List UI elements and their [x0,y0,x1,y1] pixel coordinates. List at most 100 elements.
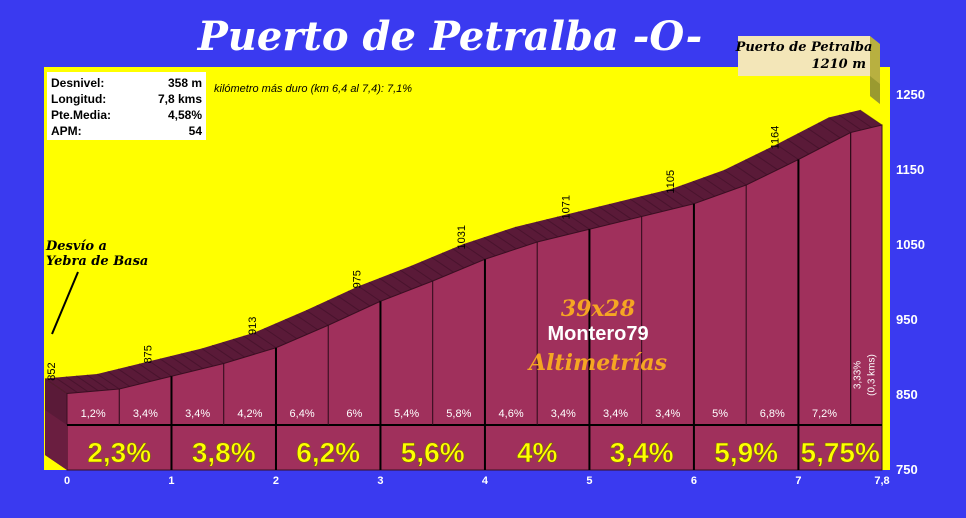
profile-texture-line [817,122,841,139]
km-altitude-label: 1031 [456,225,468,249]
profile-texture-line [713,173,736,190]
profile-texture-line [650,193,674,210]
profile-texture-line [264,327,287,344]
profile-texture-line [201,348,225,364]
profile-texture-line [755,154,778,171]
profile-texture-line [316,305,339,321]
km-altitude-label: 975 [351,270,363,288]
profile-texture-line [410,265,433,282]
profile-texture-line [661,190,684,207]
profile-texture-line [191,350,214,367]
stat-label-desnivel: Desnivel: [51,76,104,90]
half-km-gradient-label: 3,4% [133,408,158,420]
km-altitude-label: 875 [142,345,154,363]
profile-texture-line [535,221,559,238]
gradient-band-side [45,410,67,470]
x-tick-label: 3 [377,475,383,487]
profile-area [44,109,883,471]
profile-texture-line [180,353,204,370]
page-title: Puerto de Petralba -O- [197,13,703,60]
credits-gear: 39x28 [561,296,635,322]
y-tick-label: 950 [896,312,918,327]
profile-texture-line [44,378,68,394]
profile-texture-line [514,226,538,243]
profile-texture-line [786,138,810,155]
profile-texture-line [76,375,99,392]
profile-texture-line [859,109,883,126]
profile-texture-line [765,149,789,166]
km-gradient-label: 3,8% [192,437,256,468]
axes: 0 1 2 3 4 5 6 7 7,8 750 850 950 1050 1150 1250 [64,87,925,487]
profile-texture-line [285,318,308,335]
summit-name: Puerto de Petralba [735,40,873,55]
y-tick-label: 1050 [896,237,925,252]
profile-texture-line [65,376,89,393]
x-tick-label: 0 [64,475,70,487]
km-gradient-label: 4% [517,437,558,468]
profile-texture-line [494,233,517,250]
profile-texture-line [253,332,277,349]
profile-texture-line [274,323,298,340]
km-gradient-label: 5,6% [401,437,465,468]
profile-texture-line [117,368,141,385]
half-km-gradient-label: 4,2% [237,408,262,420]
y-tick-label: 750 [896,462,918,477]
km-gradient-label: 2,3% [87,437,151,468]
last-segment-length-label: (0,3 kms) [866,354,877,396]
y-tick-label: 1150 [896,162,924,177]
profile-texture-line [420,261,444,278]
profile-texture-line [431,256,454,273]
profile-texture-line [734,164,757,181]
half-km-gradient-label: 5% [712,408,728,420]
profile-texture-line [149,360,172,377]
profile-texture-line [138,363,162,380]
profile-texture-line [546,218,569,235]
half-km-gradient-label: 3,4% [551,408,576,420]
summit-altitude: 1210 m [812,57,866,72]
km-gradient-label: 5,9% [714,437,778,468]
half-km-gradient-label: 6% [346,408,362,420]
profile-texture-line [692,180,716,197]
profile-texture-line [243,335,266,352]
profile-texture-line [849,112,872,128]
profile-texture-line [629,198,653,215]
half-km-gradient-label: 1,2% [81,408,106,420]
stat-value-apm: 54 [189,124,203,138]
profile-texture-line [702,177,726,193]
stat-label-pendiente: Pte.Media: [51,108,111,122]
profile-texture-line [399,269,423,286]
profile-texture-line [504,230,528,246]
half-km-gradient-label: 6,4% [290,408,315,420]
summit-label: Puerto de Petralba 1210 m [735,36,880,104]
profile-texture-line [744,159,768,176]
km-altitude-label: 852 [46,362,58,380]
profile-texture-line [159,358,183,375]
profile-texture-line [211,344,235,361]
start-note-line1: Desvío a [45,239,107,254]
profile-texture-line [326,300,350,317]
profile-texture-line [86,374,110,391]
profile-texture-line [525,224,548,240]
profile-texture-line [452,248,475,265]
profile-texture-line [379,277,402,294]
profile-texture-line [96,373,120,390]
km-altitude-label: 913 [247,317,259,335]
stat-value-longitud: 7,8 kms [158,92,202,106]
stat-value-pendiente: 4,58% [168,108,202,122]
x-tick-label: 6 [691,475,697,487]
profile-front-face [66,124,883,471]
km-altitude-label: 1071 [560,195,572,219]
profile-texture-line [389,273,413,290]
profile-texture-line [556,216,580,233]
last-segment-gradient-label: 3,33% [852,361,863,389]
stat-label-apm: APM: [51,124,82,138]
profile-texture-line [776,144,799,160]
half-km-gradient-label: 3,4% [655,408,680,420]
profile-texture-line [170,355,193,372]
profile-texture-line [567,213,590,230]
profile-top-surface [45,110,882,394]
profile-texture-line [347,290,371,307]
half-km-gradient-label: 3,4% [185,408,210,420]
half-km-gradient-label: 3,4% [603,408,628,420]
